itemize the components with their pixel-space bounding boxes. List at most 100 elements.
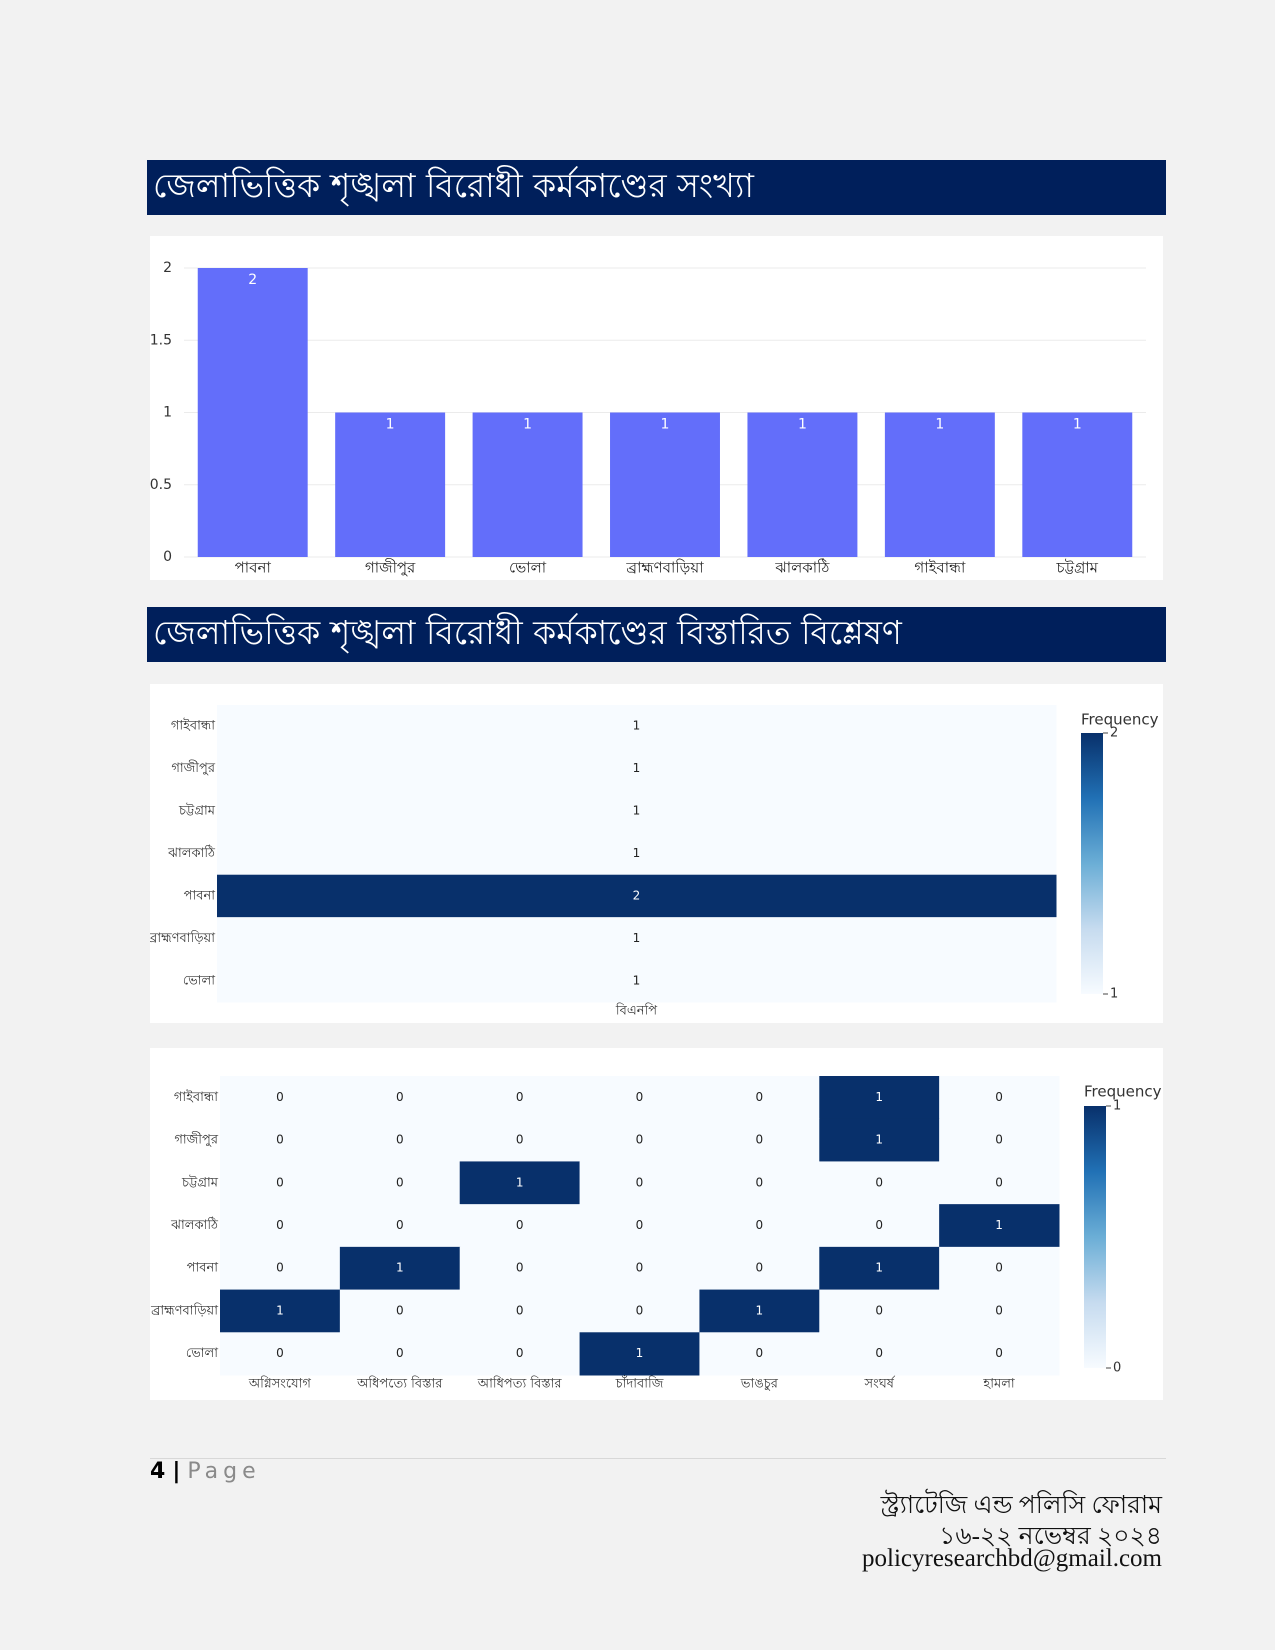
colorbar (1081, 733, 1103, 994)
heatmap-cell (579, 1289, 700, 1333)
heatmap-cell (459, 1161, 581, 1205)
bar (1022, 412, 1133, 557)
heatmap-cell (339, 1118, 461, 1162)
heatmap-cell (819, 1332, 940, 1376)
y-tick-label: গাইবান্ধা (171, 718, 215, 734)
x-tick-label: অগ্নিসংযোগ (248, 1376, 311, 1392)
cell-value-label: 0 (995, 1175, 1003, 1189)
cell-value-label: 0 (276, 1346, 284, 1360)
heatmap-cell (220, 1118, 341, 1162)
cell-value-label: 0 (756, 1175, 764, 1189)
y-tick-label: ব্রাহ্মণবাড়িয়া (150, 930, 215, 946)
cell-value-label: 1 (633, 931, 641, 945)
colorbar-tick-label: 0 (1113, 1361, 1121, 1376)
cell-value-label: 0 (396, 1175, 404, 1189)
x-tick-label: সংঘর্ষ (864, 1376, 896, 1392)
section-heading: জেলাভিত্তিক শৃঙ্খলা বিরোধী কর্মকাণ্ডের ব… (147, 607, 1166, 662)
x-tick-label: বিএনপি (615, 1003, 657, 1019)
cell-value-label: 0 (875, 1175, 883, 1189)
cell-value-label: 0 (516, 1218, 524, 1232)
heatmap-cell (217, 874, 1057, 918)
bar-value-label: 1 (386, 417, 395, 433)
cell-value-label: 1 (756, 1303, 764, 1317)
x-tick-label: ঝালকাঠি (774, 559, 830, 577)
cell-value-label: 0 (516, 1303, 524, 1317)
cell-value-label: 0 (756, 1346, 764, 1360)
heatmap-cell (217, 832, 1057, 876)
x-tick-label: পাবনা (235, 559, 272, 577)
bar-value-label: 1 (1073, 417, 1082, 433)
cell-value-label: 0 (396, 1303, 404, 1317)
cell-value-label: 0 (636, 1218, 644, 1232)
heatmap-cell (939, 1289, 1060, 1333)
y-tick-label: ভোলা (186, 1346, 218, 1361)
cell-value-label: 0 (276, 1175, 284, 1189)
cell-value-label: 0 (396, 1346, 404, 1360)
cell-value-label: 0 (756, 1133, 764, 1147)
y-tick-label: 1 (163, 405, 172, 421)
heatmap-cell (579, 1118, 700, 1162)
cell-value-label: 0 (276, 1218, 284, 1232)
bar (472, 412, 583, 557)
page-word: Page (187, 1459, 261, 1484)
cell-value-label: 0 (516, 1261, 524, 1275)
bar (335, 412, 446, 557)
y-tick-label: 2 (163, 260, 172, 276)
cell-value-label: 0 (636, 1090, 644, 1104)
cell-value-label: 0 (516, 1346, 524, 1360)
heatmap-cell (459, 1246, 581, 1291)
cell-value-label: 1 (633, 846, 641, 860)
cell-value-label: 0 (636, 1303, 644, 1317)
heatmap-cell (339, 1161, 461, 1205)
cell-value-label: 0 (875, 1303, 883, 1317)
heatmap: গাইবান্ধা 0 0 0 0 0 1 0 গাজীপুর 0 0 0 0 0 1 0 চট্টগ্রাম 0… (150, 1048, 1163, 1400)
x-tick-label: গাইবান্ধা (914, 559, 966, 577)
cell-value-label: 1 (995, 1218, 1003, 1232)
cell-value-label: 0 (995, 1261, 1003, 1275)
heatmap-cell (699, 1332, 820, 1376)
heatmap-cell (699, 1289, 820, 1333)
cell-value-label: 1 (396, 1261, 404, 1275)
heatmap-cell (699, 1204, 820, 1248)
heatmap-cell (459, 1076, 581, 1120)
cell-value-label: 1 (633, 804, 641, 818)
cell-value-label: 1 (633, 973, 641, 987)
heatmap-cell (819, 1161, 940, 1205)
cell-value-label: 0 (276, 1133, 284, 1147)
page-number-block: 4 | Page (150, 1459, 261, 1484)
heatmap-cell (819, 1246, 940, 1291)
heatmap-cell (579, 1076, 700, 1120)
heatmap-cell (819, 1289, 940, 1333)
cell-value-label: 0 (396, 1133, 404, 1147)
y-tick-label: পাবনা (187, 1261, 219, 1276)
cell-value-label: 1 (875, 1133, 883, 1147)
cell-value-label: 1 (516, 1175, 524, 1189)
heatmap-cell (579, 1332, 700, 1376)
bar-chart: 0 0.5 1 1.5 2 2 পাবনা 1 গাজীপুর 1 ভোলা 1 ব্রাহ্মণবাড… (150, 236, 1163, 580)
y-tick-label: ঝালকাঠি (170, 1217, 219, 1233)
x-tick-label: চাঁদাবাজি (615, 1376, 664, 1392)
heatmap-cell (699, 1246, 820, 1291)
page-separator: | (172, 1459, 181, 1484)
cell-value-label: 1 (633, 719, 641, 733)
heatmap-cell (939, 1161, 1060, 1205)
heatmap-cell (217, 705, 1057, 748)
bar (747, 412, 858, 557)
cell-value-label: 0 (516, 1133, 524, 1147)
heatmap-cell (699, 1076, 820, 1120)
heatmap-cell (939, 1118, 1060, 1162)
colorbar-tick-label: 1 (1110, 987, 1118, 1002)
heatmap-cell (459, 1332, 581, 1376)
cell-value-label: 0 (396, 1218, 404, 1232)
bar-value-label: 1 (661, 417, 670, 433)
heatmap-cell (339, 1289, 461, 1333)
bar (197, 268, 308, 557)
cell-value-label: 1 (875, 1090, 883, 1104)
heatmap-cell (579, 1161, 700, 1205)
heatmap-cell (459, 1118, 581, 1162)
heatmap: গাইবান্ধা 1 গাজীপুর 1 চট্টগ্রাম 1 ঝালকাঠি 1 পাবন… (150, 684, 1163, 1023)
heatmap-cell (459, 1204, 581, 1248)
y-tick-label: চট্টগ্রাম (181, 1174, 219, 1190)
email: policyresearchbd@gmail.com (862, 1545, 1162, 1572)
cell-value-label: 0 (995, 1133, 1003, 1147)
